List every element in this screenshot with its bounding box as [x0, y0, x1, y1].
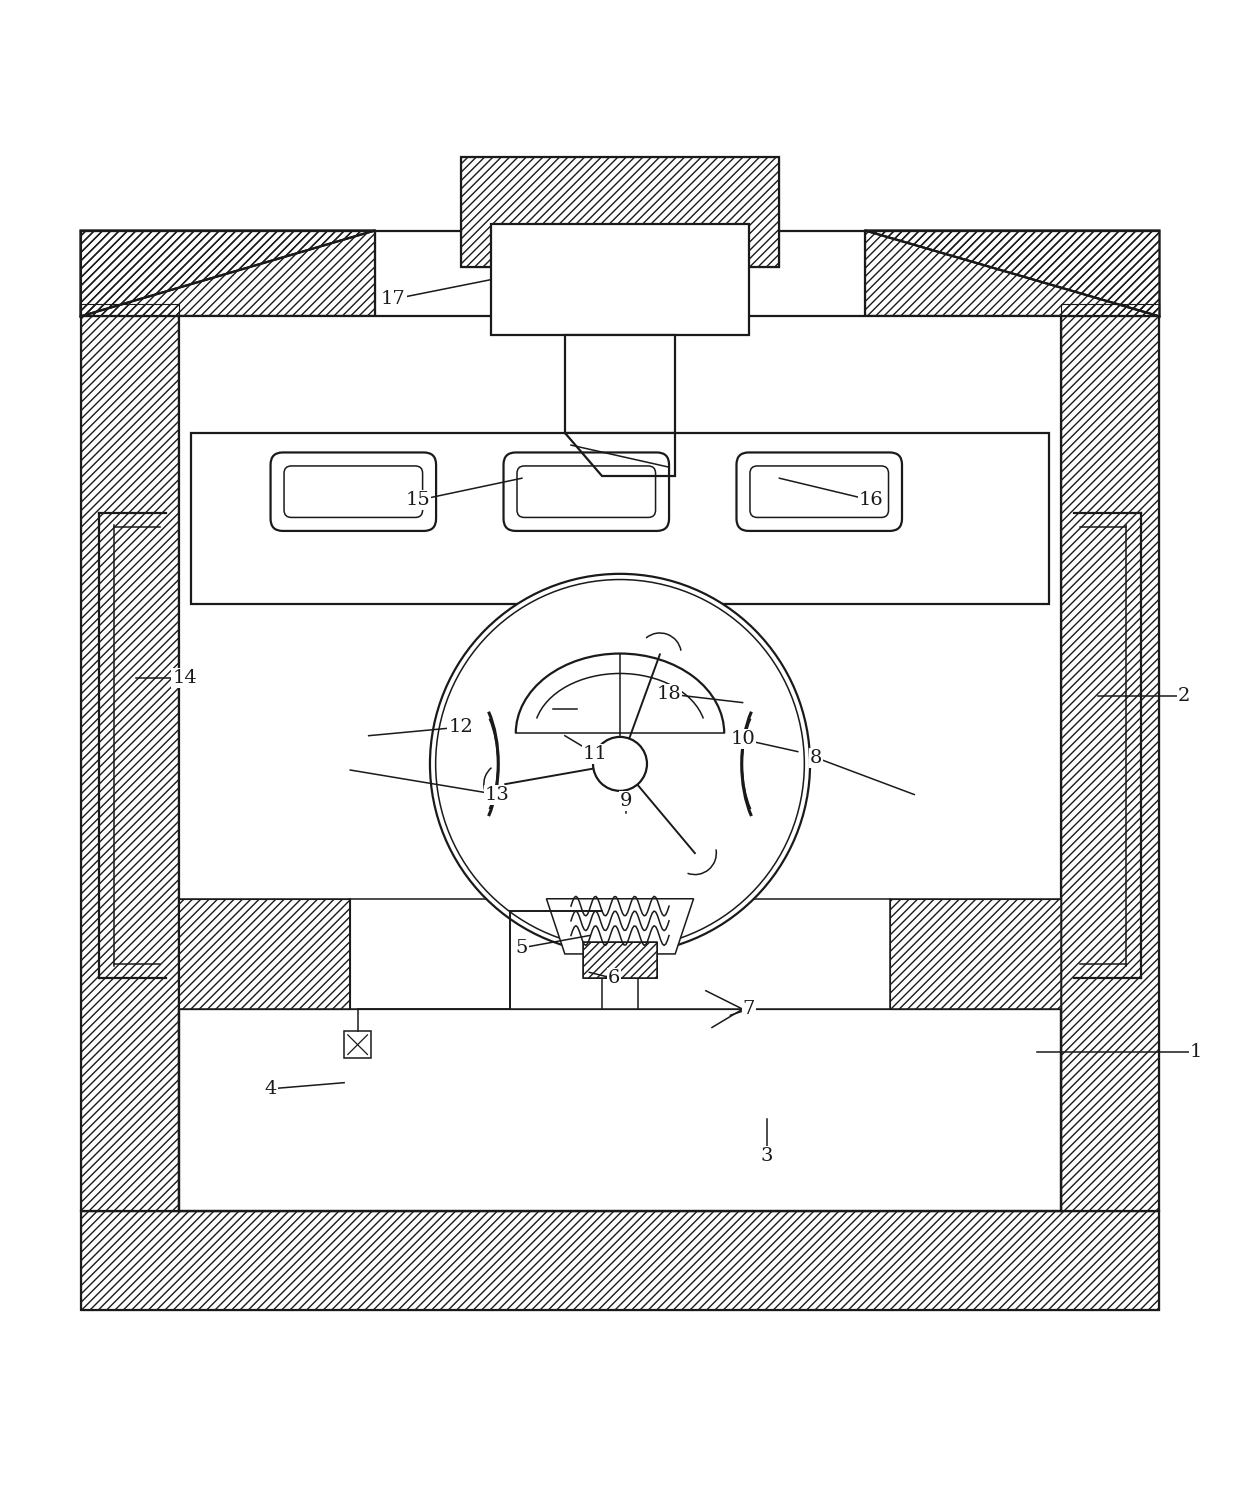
Text: 7: 7: [743, 1000, 755, 1018]
Bar: [81, 231, 374, 316]
Text: 5: 5: [516, 939, 528, 957]
Bar: [191, 432, 1049, 604]
Bar: [866, 231, 1159, 316]
Text: 4: 4: [264, 1079, 277, 1097]
Text: 1: 1: [1190, 1044, 1203, 1062]
Bar: [179, 316, 1061, 1211]
Text: 14: 14: [172, 669, 197, 687]
Bar: [81, 304, 179, 1211]
Bar: [1061, 304, 1159, 1211]
Text: 9: 9: [620, 792, 632, 810]
Text: 17: 17: [381, 291, 405, 309]
Bar: [81, 231, 374, 316]
Bar: [179, 1009, 1061, 1211]
Text: 8: 8: [810, 748, 822, 766]
Bar: [179, 899, 350, 1009]
Bar: [81, 1211, 1159, 1309]
Bar: [890, 899, 1061, 1009]
Bar: [583, 942, 657, 978]
Bar: [81, 304, 179, 1211]
Bar: [460, 157, 780, 267]
Bar: [350, 899, 890, 1009]
Circle shape: [430, 574, 810, 954]
Bar: [81, 1211, 1159, 1309]
Text: 13: 13: [485, 786, 510, 804]
Bar: [460, 157, 780, 267]
Text: 16: 16: [859, 491, 884, 510]
Text: 2: 2: [1178, 687, 1190, 705]
Polygon shape: [81, 231, 374, 316]
Text: 12: 12: [448, 719, 472, 737]
Bar: [491, 225, 749, 335]
Text: 15: 15: [405, 491, 430, 510]
Bar: [1061, 304, 1159, 1211]
Text: 10: 10: [730, 731, 755, 748]
Text: 18: 18: [657, 684, 682, 702]
Bar: [565, 335, 675, 432]
Polygon shape: [866, 231, 1159, 316]
Polygon shape: [547, 899, 693, 954]
Bar: [866, 231, 1159, 316]
Text: 3: 3: [761, 1147, 774, 1166]
Bar: [179, 899, 350, 1009]
Bar: [890, 899, 1061, 1009]
Text: 6: 6: [608, 969, 620, 987]
Bar: [583, 942, 657, 978]
Bar: [345, 1032, 371, 1059]
Polygon shape: [565, 432, 675, 476]
Circle shape: [593, 737, 647, 790]
Text: 11: 11: [583, 746, 608, 763]
